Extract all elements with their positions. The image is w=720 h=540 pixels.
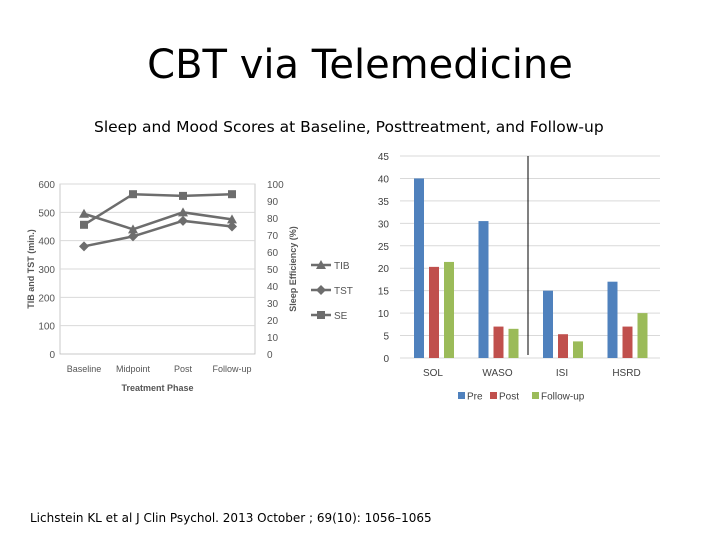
legend-label: Post xyxy=(499,392,519,403)
y-tick-label: 5 xyxy=(383,332,389,343)
series-tst xyxy=(79,215,237,252)
data-point xyxy=(316,285,326,295)
data-point xyxy=(80,220,88,229)
y-tick-label: 20 xyxy=(378,264,390,275)
citation: Lichstein KL et al J Clin Psychol. 2013 … xyxy=(30,511,432,525)
x-tick-label: Post xyxy=(174,364,193,374)
y-tick-label: 400 xyxy=(38,237,55,248)
data-point xyxy=(79,208,89,218)
y2-tick-label: 80 xyxy=(267,214,279,225)
data-point xyxy=(128,231,138,242)
y-tick-label: 500 xyxy=(38,208,55,219)
legend-swatch xyxy=(458,392,465,399)
data-point xyxy=(178,207,188,217)
y2-tick-label: 30 xyxy=(267,299,279,310)
y-tick-label: 15 xyxy=(378,287,390,298)
y-tick-label: 25 xyxy=(378,242,390,253)
series-tib xyxy=(79,207,237,234)
bar-post-waso xyxy=(493,326,504,358)
series-se xyxy=(80,190,236,229)
slide-title: CBT via Telemedicine xyxy=(147,42,573,88)
data-point xyxy=(228,190,236,199)
bar-post-isi xyxy=(558,334,568,358)
bar-pre-hsrd xyxy=(607,281,618,358)
legend-label: TST xyxy=(334,286,353,297)
x-tick-label: Midpoint xyxy=(116,364,151,374)
legend-swatch xyxy=(532,392,539,399)
data-point xyxy=(128,224,138,234)
y-tick-label: 100 xyxy=(38,322,55,333)
y2-tick-label: 70 xyxy=(267,231,279,242)
y-axis-title: TIB and TST (min.) xyxy=(26,229,36,309)
series-line xyxy=(83,219,233,248)
y2-axis-title: Sleep Efficiency (%) xyxy=(288,226,298,312)
bar-pre-isi xyxy=(543,290,553,358)
y2-tick-label: 60 xyxy=(267,248,279,259)
bar-pre-waso xyxy=(478,221,489,358)
x-tick-label: Follow-up xyxy=(212,364,251,374)
legend-label: Follow-up xyxy=(541,392,585,403)
series-line xyxy=(83,192,233,226)
x-tick-label: ISI xyxy=(556,368,568,379)
bar-post-hsrd xyxy=(622,326,633,358)
series-line xyxy=(83,211,233,231)
x-tick-label: Baseline xyxy=(67,364,102,374)
legend-swatch xyxy=(490,392,497,399)
y2-tick-label: 40 xyxy=(267,282,279,293)
y2-tick-label: 0 xyxy=(267,350,273,361)
legend-label: TIB xyxy=(334,261,350,272)
y-tick-label: 45 xyxy=(378,152,390,163)
y2-tick-label: 20 xyxy=(267,316,279,327)
y-tick-label: 200 xyxy=(38,293,55,304)
data-point xyxy=(178,215,188,226)
y-tick-label: 10 xyxy=(378,309,390,320)
data-point xyxy=(129,190,137,199)
data-point xyxy=(316,260,326,269)
bar-follow-up-sol xyxy=(444,261,454,358)
data-point xyxy=(179,191,187,200)
y-tick-label: 30 xyxy=(378,219,390,230)
y-tick-label: 300 xyxy=(38,265,55,276)
data-point xyxy=(227,221,237,232)
bar-post-sol xyxy=(429,266,439,358)
x-tick-label: WASO xyxy=(482,368,512,379)
bar-follow-up-waso xyxy=(508,328,519,358)
y-tick-label: 40 xyxy=(378,174,390,185)
y-tick-label: 0 xyxy=(383,354,389,365)
data-point xyxy=(79,241,89,252)
y-tick-label: 0 xyxy=(49,350,55,361)
data-point xyxy=(227,214,237,224)
y-tick-label: 35 xyxy=(378,197,390,208)
bar-follow-up-hsrd xyxy=(637,313,648,358)
y2-tick-label: 50 xyxy=(267,265,279,276)
chart-subtitle: Sleep and Mood Scores at Baseline, Postt… xyxy=(94,118,604,136)
y2-tick-label: 100 xyxy=(267,180,284,191)
x-tick-label: SOL xyxy=(423,368,443,379)
x-axis-title: Treatment Phase xyxy=(121,383,193,393)
legend-label: SE xyxy=(334,311,348,322)
y2-tick-label: 90 xyxy=(267,197,279,208)
bar-pre-sol xyxy=(414,178,424,358)
data-point xyxy=(317,311,325,319)
bar-follow-up-isi xyxy=(573,341,583,358)
legend-label: Pre xyxy=(467,392,483,403)
y-tick-label: 600 xyxy=(38,180,55,191)
y2-tick-label: 10 xyxy=(267,333,279,344)
x-tick-label: HSRD xyxy=(612,368,640,379)
